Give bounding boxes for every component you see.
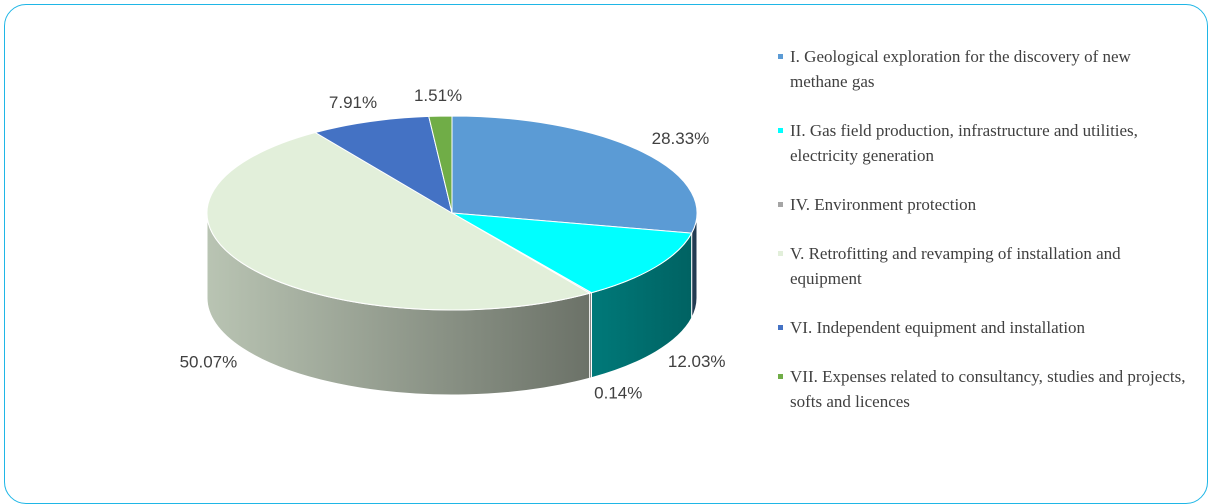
data-label: 28.33% [652,129,710,148]
legend-label: IV. Environment protection [790,195,977,214]
legend-swatch [778,202,783,207]
legend-item: V. Retrofitting and revamping of install… [778,241,1188,291]
pie-slice [451,212,693,294]
legend-swatch [778,128,783,133]
legend-item: VII. Expenses related to consultancy, st… [778,364,1188,414]
legend-label: I. Geological exploration for the discov… [790,47,1131,91]
pie-slice [451,115,698,234]
pie-slice [428,115,453,214]
legend-swatch [778,251,783,256]
data-label: 7.91% [329,93,377,112]
data-label: 12.03% [668,352,726,371]
legend-label: VII. Expenses related to consultancy, st… [790,367,1186,411]
pie-slice [314,115,453,215]
legend: I. Geological exploration for the discov… [778,44,1188,438]
legend-swatch [778,325,783,330]
legend-item: II. Gas field production, infrastructure… [778,118,1188,168]
chart: 28.33% 12.03% 0.14% 50.07% 7.91% 1.51% [180,86,726,402]
legend-label: VI. Independent equipment and installati… [790,318,1086,337]
pie-slice [206,131,591,311]
legend-swatch [778,374,783,379]
legend-item: IV. Environment protection [778,192,1188,217]
legend-label: II. Gas field production, infrastructure… [790,121,1138,165]
legend-swatch [778,54,783,59]
data-label: 1.51% [414,86,462,105]
page: 28.33% 12.03% 0.14% 50.07% 7.91% 1.51% I. Geo… [4,4,1208,504]
data-label: 0.14% [594,383,642,402]
legend-item: VI. Independent equipment and installati… [778,315,1188,340]
legend-item: I. Geological exploration for the discov… [778,44,1188,94]
data-label: 50.07% [180,353,238,372]
legend-label: V. Retrofitting and revamping of install… [790,244,1121,288]
